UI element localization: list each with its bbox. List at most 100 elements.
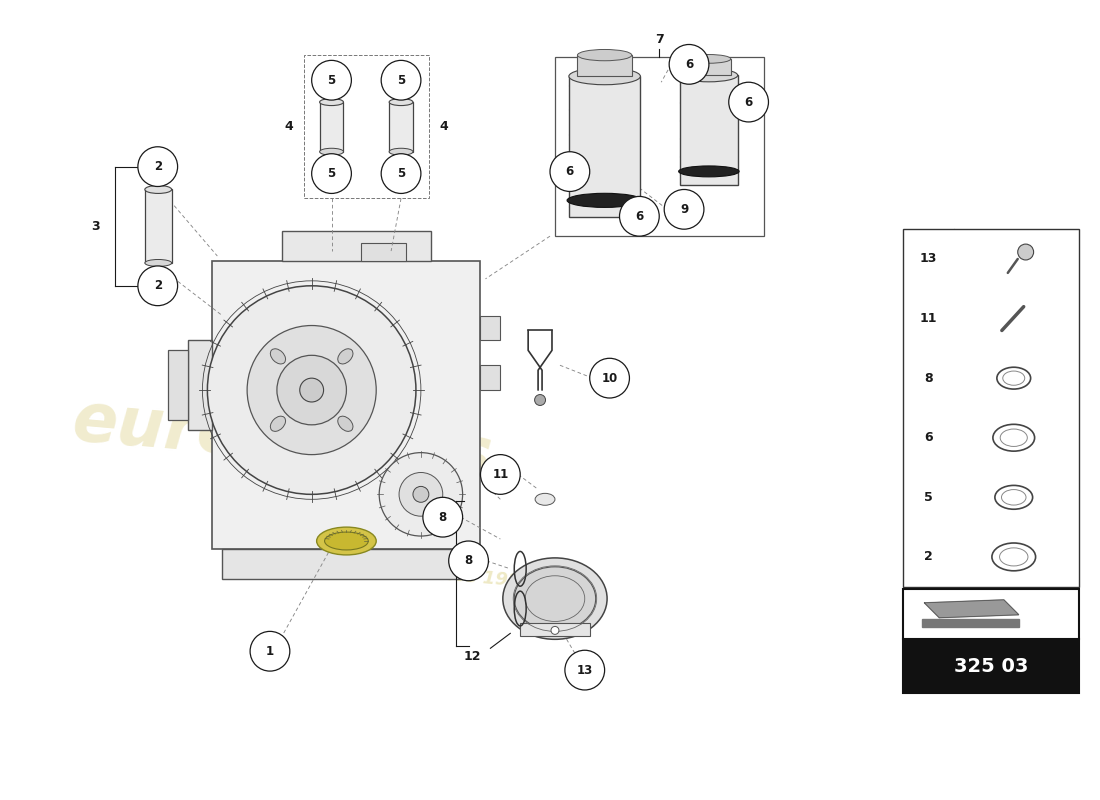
Ellipse shape [320,148,343,155]
Circle shape [619,197,659,236]
Bar [145,190,172,263]
Circle shape [422,498,463,537]
Bar [361,243,406,261]
Bar [389,102,412,152]
Bar [578,55,631,76]
Circle shape [590,358,629,398]
Text: 3: 3 [91,220,99,233]
Text: 8: 8 [464,554,473,567]
Circle shape [550,152,590,191]
Ellipse shape [145,259,172,266]
Ellipse shape [680,69,738,82]
Circle shape [250,631,289,671]
Text: 2: 2 [924,550,933,563]
Bar [680,75,738,185]
Polygon shape [167,350,187,420]
Text: 9: 9 [680,203,689,216]
Circle shape [1018,244,1034,260]
Text: 8: 8 [924,372,933,385]
Text: 13: 13 [576,664,593,677]
Ellipse shape [389,148,412,155]
Circle shape [412,486,429,502]
Ellipse shape [515,567,596,630]
Text: 7: 7 [654,33,663,46]
Polygon shape [924,600,1019,618]
Text: 13: 13 [920,253,937,266]
Circle shape [208,286,416,494]
Ellipse shape [145,186,172,194]
Ellipse shape [320,98,343,106]
Bar [688,59,730,75]
Ellipse shape [688,54,730,63]
Circle shape [248,326,376,454]
Polygon shape [212,261,481,549]
Ellipse shape [535,494,556,506]
Polygon shape [282,231,431,261]
Ellipse shape [324,532,369,550]
Text: 6: 6 [565,165,574,178]
Text: 6: 6 [745,95,752,109]
Text: 1: 1 [266,645,274,658]
Ellipse shape [271,416,286,431]
Circle shape [299,378,323,402]
Bar [481,366,500,390]
Text: 5: 5 [328,74,336,86]
Text: 8: 8 [439,510,447,524]
Bar [304,55,429,198]
Circle shape [311,60,351,100]
Ellipse shape [503,558,607,639]
Circle shape [311,154,351,194]
Text: 5: 5 [924,491,933,504]
Polygon shape [520,623,590,636]
Ellipse shape [569,68,640,85]
Circle shape [399,473,442,516]
Ellipse shape [679,166,739,177]
Text: 10: 10 [602,372,618,385]
Circle shape [379,453,463,536]
Text: 2: 2 [154,279,162,292]
Ellipse shape [338,416,353,431]
Text: 2: 2 [154,160,162,173]
Text: 6: 6 [636,210,644,222]
Ellipse shape [317,527,376,555]
Ellipse shape [271,349,286,364]
Circle shape [382,60,421,100]
Polygon shape [923,618,1019,626]
Bar [902,589,1079,638]
Circle shape [669,45,708,84]
Text: 6: 6 [924,431,933,444]
Text: 5: 5 [397,167,405,180]
Bar [481,315,500,341]
Bar [320,102,343,152]
Circle shape [481,454,520,494]
Circle shape [664,190,704,229]
Text: 11: 11 [492,468,508,481]
Circle shape [277,355,346,425]
Circle shape [728,82,769,122]
Circle shape [551,626,559,634]
Ellipse shape [338,349,353,364]
Polygon shape [187,341,212,430]
Text: eurospares: eurospares [69,389,495,491]
Bar [556,58,763,236]
Text: 4: 4 [439,121,448,134]
Text: 5: 5 [397,74,405,86]
Ellipse shape [578,50,631,61]
Bar [902,229,1079,586]
Text: a passionate parts since 1985: a passionate parts since 1985 [229,546,534,591]
Text: 12: 12 [464,650,482,662]
Circle shape [535,394,546,406]
Circle shape [449,541,488,581]
Text: 325 03: 325 03 [954,658,1028,676]
Circle shape [138,146,177,186]
FancyBboxPatch shape [902,638,1079,693]
Text: 4: 4 [285,121,294,134]
Polygon shape [222,549,471,578]
Circle shape [565,650,605,690]
Bar [569,76,640,218]
Ellipse shape [389,98,412,106]
Ellipse shape [568,194,642,207]
Text: 5: 5 [328,167,336,180]
Circle shape [138,266,177,306]
Text: 6: 6 [685,58,693,71]
